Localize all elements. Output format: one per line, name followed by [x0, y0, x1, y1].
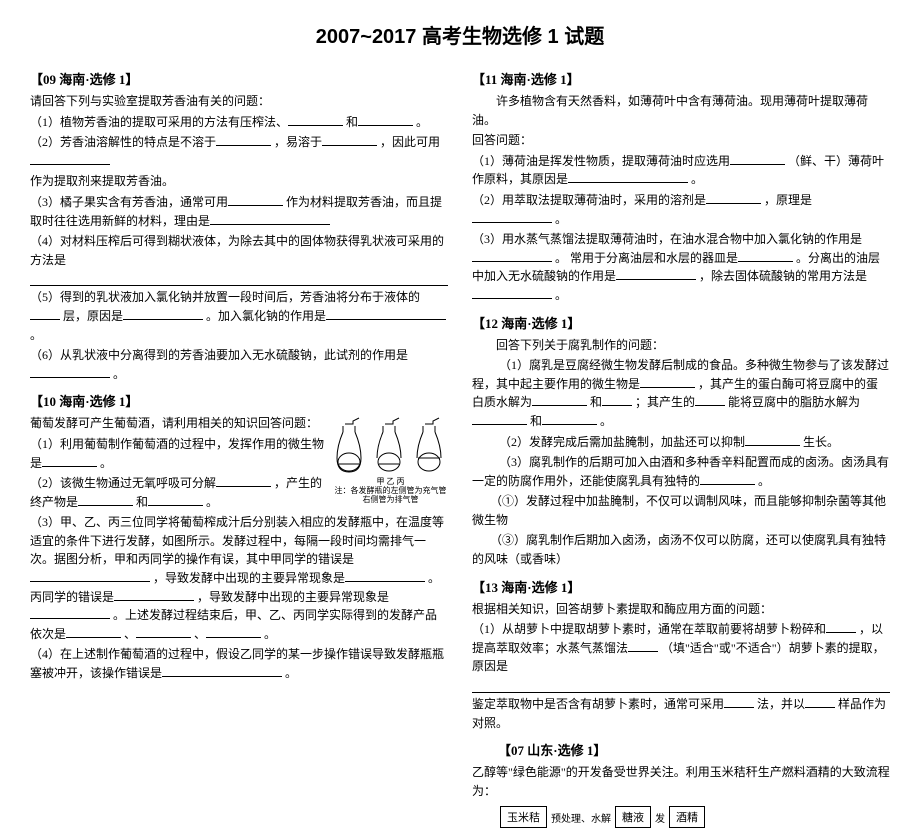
blank	[162, 665, 282, 677]
blank	[30, 153, 110, 165]
s6-intro: 乙醇等"绿色能源"的开发备受世界关注。利用玉米秸秆生产燃料酒精的大致流程为：	[472, 763, 890, 800]
flask-figure: 甲 乙 丙 注：各发酵瓶的左侧管为充气管右侧管为排气管	[333, 416, 448, 504]
blank	[602, 395, 632, 407]
s4-intro: 回答下列关于腐乳制作的问题：	[472, 336, 890, 355]
section-12-hainan-head: 【12 海南·选修 1】	[472, 313, 890, 332]
s3-intro2: 回答问题：	[472, 131, 890, 150]
s2-q4: （4）在上述制作葡萄酒的过程中，假设乙同学的某一步操作错误导致发酵瓶瓶塞被冲开，…	[30, 645, 448, 682]
blank	[695, 395, 725, 407]
flow-box-alcohol: 酒精	[669, 806, 705, 828]
s1-intro: 请回答下列与实验室提取芳香油有关的问题：	[30, 92, 448, 111]
right-column: 【11 海南·选修 1】 许多植物含有天然香料，如薄荷叶中含有薄荷油。现用薄荷叶…	[472, 61, 890, 828]
blank	[358, 114, 413, 126]
s3-q2: （2）用萃取法提取薄荷油时，采用的溶剂是 ，原理是 。	[472, 191, 890, 228]
s3-intro1: 许多植物含有天然香料，如薄荷叶中含有薄荷油。现用薄荷叶提取薄荷油。	[472, 92, 890, 129]
blank	[472, 413, 527, 425]
s1-q1: （1）植物芳香油的提取可采用的方法有压榨法、 和 。	[30, 113, 448, 132]
s1-q6: （6）从乳状液中分离得到的芳香油要加入无水硫酸钠，此试剂的作用是 。	[30, 346, 448, 383]
blank	[30, 607, 110, 619]
blank	[616, 269, 696, 281]
flow-label-pretreat: 预处理、水解	[549, 810, 613, 825]
blank	[216, 475, 271, 487]
blank	[472, 287, 552, 299]
blank	[805, 696, 835, 708]
s4-q1: （1）腐乳是豆腐经微生物发酵后制成的食品。多种微生物参与了该发酵过程，其中起主要…	[472, 356, 890, 430]
blank	[640, 376, 695, 388]
blank	[206, 626, 261, 638]
s5-q3: 鉴定萃取物中是否含有胡萝卜素时，通常可采用 法，并以 样品作为对照。	[472, 695, 890, 732]
s4-q2: （2）发酵完成后需加盐腌制，加盐还可以抑制 生长。	[472, 433, 890, 452]
blank	[78, 494, 133, 506]
blank	[136, 626, 191, 638]
two-column-layout: 【09 海南·选修 1】 请回答下列与实验室提取芳香油有关的问题： （1）植物芳…	[30, 61, 890, 828]
section-13-hainan-head: 【13 海南·选修 1】	[472, 577, 890, 596]
blank	[30, 366, 110, 378]
left-column: 【09 海南·选修 1】 请回答下列与实验室提取芳香油有关的问题： （1）植物芳…	[30, 61, 448, 828]
s5-q1: 根据相关知识，回答胡萝卜素提取和酶应用方面的问题：	[472, 600, 890, 619]
blank	[738, 250, 793, 262]
section-07-shandong-head: 【07 山东·选修 1】	[472, 740, 890, 759]
blank	[730, 153, 785, 165]
s1-q4: （4）对材料压榨后可得到糊状液体，为除去其中的固体物获得乳状液可采用的方法是	[30, 232, 448, 269]
section-09-hainan-head: 【09 海南·选修 1】	[30, 69, 448, 88]
section-11-hainan-head: 【11 海南·选修 1】	[472, 69, 890, 88]
s2-q3: （3）甲、乙、丙三位同学将葡萄榨成汁后分别装入相应的发酵瓶中，在温度等适宜的条件…	[30, 513, 448, 643]
blank	[745, 434, 800, 446]
section-10-hainan-head: 【10 海南·选修 1】	[30, 391, 448, 410]
blank	[66, 626, 121, 638]
s3-q3: （3）用水蒸气蒸馏法提取薄荷油时，在油水混合物中加入氯化钠的作用是 。 常用于分…	[472, 230, 890, 304]
blank-line	[30, 271, 448, 286]
s1-q2d: 作为提取剂来提取芳香油。	[30, 172, 448, 191]
blank	[724, 696, 754, 708]
blank	[123, 308, 203, 320]
blank	[472, 250, 552, 262]
blank	[228, 194, 283, 206]
blank	[706, 192, 761, 204]
s4-q3: （3）腐乳制作的后期可加入由酒和多种香辛料配置而成的卤汤。卤汤具有一定的防腐作用…	[472, 453, 890, 490]
blank	[532, 395, 587, 407]
blank	[288, 114, 343, 126]
s1-q3: （3）橘子果实含有芳香油，通常可用 作为材料提取芳香油，而且提取时往往选用新鲜的…	[30, 193, 448, 230]
blank	[472, 211, 552, 223]
blank	[322, 134, 377, 146]
blank	[628, 640, 658, 652]
blank	[216, 134, 271, 146]
s4-q5: （③）腐乳制作后期加入卤汤，卤汤不仅可以防腐，还可以使腐乳具有独特的风味（或香味…	[472, 531, 890, 568]
blank	[114, 589, 194, 601]
blank	[700, 473, 755, 485]
flow-box-corn: 玉米秸	[500, 806, 547, 828]
blank	[42, 455, 97, 467]
s5-q2: （1）从胡萝卜中提取胡萝卜素时，通常在萃取前要将胡萝卜粉碎和 ，以提高萃取效率；…	[472, 620, 890, 676]
s1-q2: （2）芳香油溶解性的特点是不溶于 ，易溶于 ，因此可用	[30, 133, 448, 170]
flow-label-ferment: 发	[653, 810, 667, 825]
blank-line	[472, 678, 890, 693]
blank	[30, 308, 60, 320]
blank	[542, 413, 597, 425]
flow-diagram: 玉米秸 预处理、水解 糖液 发 酒精	[500, 806, 890, 828]
blank	[326, 308, 446, 320]
blank	[568, 172, 688, 184]
page-title: 2007~2017 高考生物选修 1 试题	[30, 20, 890, 49]
fig-note: 注：各发酵瓶的左侧管为充气管右侧管为排气管	[333, 487, 448, 505]
s1-q5: （5）得到的乳状液加入氯化钠并放置一段时间后，芳香油将分布于液体的 层，原因是 …	[30, 288, 448, 344]
blank	[30, 570, 150, 582]
blank	[345, 570, 425, 582]
blank	[148, 494, 203, 506]
blank	[826, 621, 856, 633]
s4-q4: （①）发酵过程中加盐腌制，不仅可以调制风味，而且能够抑制杂菌等其他微生物	[472, 492, 890, 529]
flow-box-sugar: 糖液	[615, 806, 651, 828]
s3-q1: （1）薄荷油是挥发性物质，提取薄荷油时应选用 （鲜、干）薄荷叶作原料，其原因是 …	[472, 152, 890, 189]
blank	[210, 213, 330, 225]
